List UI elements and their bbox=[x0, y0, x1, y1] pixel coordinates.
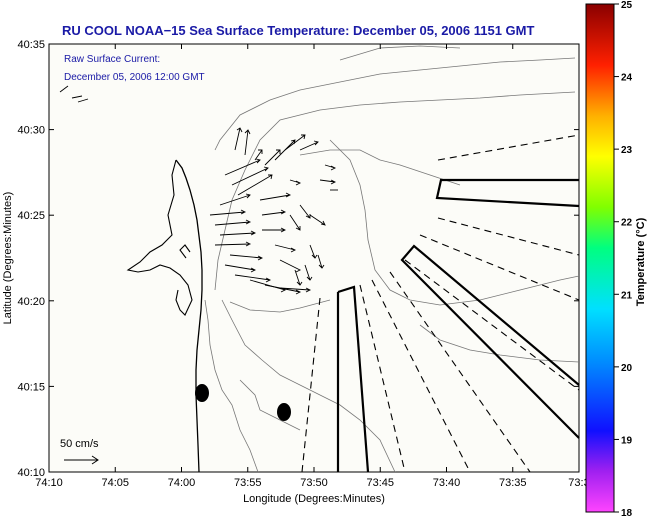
y-axis-label: Latitude (Degrees:Minutes) bbox=[2, 192, 14, 325]
colorbar-tick-label: 23 bbox=[621, 145, 633, 156]
colorbar-tick-label: 18 bbox=[621, 508, 633, 518]
colorbar-tick-label: 24 bbox=[621, 73, 633, 84]
x-axis-label: Longitude (Degrees:Minutes) bbox=[243, 493, 385, 505]
buoy-marker bbox=[277, 403, 291, 421]
x-axis-ticks: 74:10 74:05 74:00 73:55 73:50 73:45 73:40 73:35… bbox=[35, 44, 590, 489]
colorbar-tick-label: 22 bbox=[621, 218, 633, 229]
bathymetry-contours bbox=[204, 45, 580, 473]
coastline bbox=[175, 159, 203, 473]
x-tick-label: 74:00 bbox=[168, 477, 196, 489]
y-tick-label: 40:20 bbox=[17, 296, 45, 308]
hf-radar-current-vectors bbox=[59, 85, 338, 295]
y-tick-label: 40:10 bbox=[17, 467, 45, 479]
annotation-line-2: December 05, 2006 12:00 GMT bbox=[64, 72, 205, 83]
x-tick-label: 73:50 bbox=[300, 477, 328, 489]
x-tick-label: 74:05 bbox=[101, 477, 129, 489]
annotation-line-1: Raw Surface Current: bbox=[64, 54, 160, 65]
colorbar-label: Temperature (°C) bbox=[635, 217, 647, 306]
x-tick-label: 73:55 bbox=[234, 477, 262, 489]
y-tick-label: 40:35 bbox=[17, 39, 45, 51]
colorbar-ticks: 25 24 23 22 21 20 19 18 bbox=[614, 0, 633, 518]
buoy-marker bbox=[195, 384, 209, 402]
x-tick-label: 73:45 bbox=[366, 477, 394, 489]
x-tick-label: 73:40 bbox=[433, 477, 461, 489]
scale-vector-label: 50 cm/s bbox=[60, 438, 99, 450]
map-plot-area: Raw Surface Current: December 05, 2006 1… bbox=[48, 43, 580, 473]
colorbar-tick-label: 25 bbox=[621, 0, 633, 11]
figure-title: RU COOL NOAA−15 Sea Surface Temperature:… bbox=[62, 23, 534, 38]
x-tick-label: 73:3 bbox=[568, 477, 589, 489]
shipping-lanes bbox=[336, 178, 580, 473]
colorbar-tick-label: 19 bbox=[621, 435, 633, 446]
x-tick-label: 74:10 bbox=[35, 477, 63, 489]
colorbar-tick-label: 20 bbox=[621, 363, 633, 374]
y-tick-label: 40:30 bbox=[17, 125, 45, 137]
y-tick-label: 40:25 bbox=[17, 210, 45, 222]
temperature-colorbar bbox=[585, 3, 615, 513]
y-tick-label: 40:15 bbox=[17, 381, 45, 393]
coastline-inland bbox=[126, 159, 193, 316]
y-axis-ticks: 40:35 40:30 40:25 40:20 40:15 40:10 bbox=[17, 39, 579, 479]
x-tick-label: 73:35 bbox=[499, 477, 527, 489]
hf-radar-coverage-lines bbox=[301, 134, 580, 473]
scale-vector-arrow bbox=[64, 455, 99, 465]
colorbar-tick-label: 21 bbox=[621, 290, 633, 301]
